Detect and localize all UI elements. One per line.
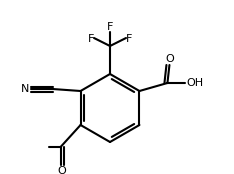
Text: F: F xyxy=(88,34,94,44)
Text: N: N xyxy=(21,84,29,94)
Text: F: F xyxy=(126,34,132,44)
Text: F: F xyxy=(107,22,113,32)
Text: O: O xyxy=(57,166,66,174)
Text: O: O xyxy=(165,54,174,64)
Text: OH: OH xyxy=(186,78,204,88)
